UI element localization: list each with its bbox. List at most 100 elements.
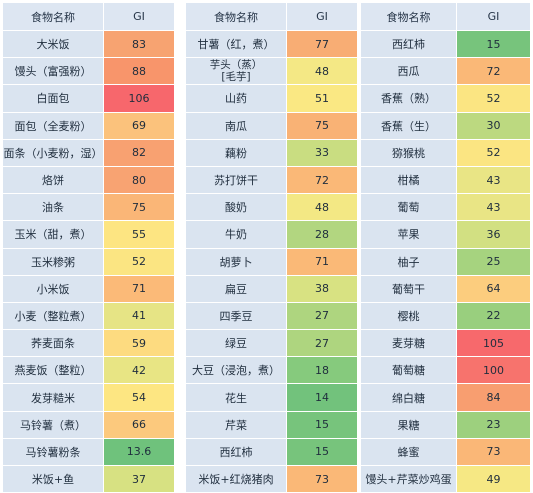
header-row: 食物名称 GI xyxy=(2,2,175,31)
table-row: 葡萄干 64 xyxy=(360,274,531,303)
gi-value-cell: 38 xyxy=(286,274,358,303)
gi-value-cell: 72 xyxy=(286,165,358,195)
table-row: 马铃薯（煮） 66 xyxy=(2,410,175,439)
table-row: 香蕉（生） 30 xyxy=(360,111,531,140)
food-name-cell: 山药 xyxy=(185,84,287,113)
table-row: 苹果 36 xyxy=(360,220,531,249)
food-name-cell: 荞麦面条 xyxy=(2,329,104,358)
food-name-cell: 香蕉（熟） xyxy=(360,84,457,113)
food-name-cell: 花生 xyxy=(185,383,287,412)
food-name-cell: 绿豆 xyxy=(185,329,287,358)
table-row: 藕粉 33 xyxy=(185,138,358,167)
gi-value-cell: 100 xyxy=(456,356,531,385)
gi-value-cell: 15 xyxy=(286,410,358,439)
gi-value-cell: 66 xyxy=(103,410,175,439)
gi-value-cell: 25 xyxy=(456,247,531,276)
food-name-cell: 马铃薯粉条 xyxy=(2,437,104,467)
gi-value-cell: 52 xyxy=(456,84,531,113)
table-row: 小米饭 71 xyxy=(2,274,175,303)
table-row: 酸奶 48 xyxy=(185,193,358,222)
gi-value-cell: 55 xyxy=(103,220,175,249)
food-name-cell: 四季豆 xyxy=(185,301,287,331)
food-name-cell: 燕麦饭（整粒） xyxy=(2,356,104,385)
table-row: 果糖 23 xyxy=(360,410,531,439)
table-row: 芋头（蒸） [毛芋] 48 xyxy=(185,57,358,86)
table-row: 大豆（浸泡，煮） 18 xyxy=(185,356,358,385)
food-name-cell: 玉米糁粥 xyxy=(2,247,104,276)
table-row: 西红柿 15 xyxy=(360,29,531,59)
gi-value-cell: 75 xyxy=(286,111,358,140)
gi-value-cell: 27 xyxy=(286,301,358,331)
food-name-cell: 油条 xyxy=(2,193,104,222)
gi-value-cell: 52 xyxy=(456,138,531,167)
table-row: 猕猴桃 52 xyxy=(360,138,531,167)
gi-value-cell: 59 xyxy=(103,329,175,358)
gi-value-cell: 48 xyxy=(286,193,358,222)
food-name-cell: 西红柿 xyxy=(360,29,457,59)
food-name-cell: 猕猴桃 xyxy=(360,138,457,167)
gi-value-cell: 75 xyxy=(103,193,175,222)
gi-table-middle: 食物名称 GI 甘薯（红，煮） 77 芋头（蒸） [毛芋] 48 山药 51 南瓜 75 藕粉 33… xyxy=(185,2,358,493)
table-row: 玉米糁粥 52 xyxy=(2,247,175,276)
food-name-cell: 小米饭 xyxy=(2,274,104,303)
food-name-cell: 芹菜 xyxy=(185,410,287,439)
gi-value-cell: 15 xyxy=(286,437,358,467)
gi-value-cell: 64 xyxy=(456,274,531,303)
food-name-cell: 大豆（浸泡，煮） xyxy=(185,356,287,385)
table-row: 南瓜 75 xyxy=(185,111,358,140)
gi-value-cell: 106 xyxy=(103,84,175,113)
table-row: 绵白糖 84 xyxy=(360,383,531,412)
gi-value-cell: 42 xyxy=(103,356,175,385)
food-name-cell: 扁豆 xyxy=(185,274,287,303)
table-row: 米饭+鱼 37 xyxy=(2,464,175,493)
gi-value-cell: 13.6 xyxy=(103,437,175,467)
table-row: 葡萄 43 xyxy=(360,193,531,222)
gi-value-cell: 28 xyxy=(286,220,358,249)
table-row: 苏打饼干 72 xyxy=(185,165,358,195)
food-name-cell: 麦芽糖 xyxy=(360,329,457,358)
gi-value-cell: 37 xyxy=(103,464,175,493)
food-name-cell: 果糖 xyxy=(360,410,457,439)
gi-value-cell: 14 xyxy=(286,383,358,412)
table-row: 樱桃 22 xyxy=(360,301,531,331)
table-row: 四季豆 27 xyxy=(185,301,358,331)
table-row: 白面包 106 xyxy=(2,84,175,113)
food-name-cell: 米饭+红烧猪肉 xyxy=(185,464,287,493)
gi-value-cell: 80 xyxy=(103,165,175,195)
table-row: 马铃薯粉条 13.6 xyxy=(2,437,175,467)
gi-value-cell: 73 xyxy=(286,464,358,493)
food-name-cell: 蜂蜜 xyxy=(360,437,457,467)
food-name-cell: 葡萄 xyxy=(360,193,457,222)
gi-value-cell: 77 xyxy=(286,29,358,59)
header-row: 食物名称 GI xyxy=(185,2,358,31)
table-row: 柚子 25 xyxy=(360,247,531,276)
table-row: 牛奶 28 xyxy=(185,220,358,249)
food-name-cell: 牛奶 xyxy=(185,220,287,249)
gi-value-cell: 15 xyxy=(456,29,531,59)
food-name-cell: 西红柿 xyxy=(185,437,287,467)
table-row: 甘薯（红，煮） 77 xyxy=(185,29,358,59)
food-name-cell: 柑橘 xyxy=(360,165,457,195)
food-name-cell: 烙饼 xyxy=(2,165,104,195)
table-row: 胡萝卜 71 xyxy=(185,247,358,276)
food-name-cell: 胡萝卜 xyxy=(185,247,287,276)
table-row: 面包（全麦粉） 69 xyxy=(2,111,175,140)
food-name-cell: 马铃薯（煮） xyxy=(2,410,104,439)
gi-value-cell: 18 xyxy=(286,356,358,385)
gi-value-cell: 71 xyxy=(103,274,175,303)
food-name-cell: 馒头（富强粉） xyxy=(2,57,104,86)
table-row: 绿豆 27 xyxy=(185,329,358,358)
food-name-cell: 馒头+芹菜炒鸡蛋 xyxy=(360,464,457,493)
header-gi: GI xyxy=(103,2,175,31)
gi-value-cell: 51 xyxy=(286,84,358,113)
table-row: 麦芽糖 105 xyxy=(360,329,531,358)
table-row: 荞麦面条 59 xyxy=(2,329,175,358)
food-name-cell: 葡萄糖 xyxy=(360,356,457,385)
food-name-cell: 藕粉 xyxy=(185,138,287,167)
gi-value-cell: 23 xyxy=(456,410,531,439)
gi-value-cell: 49 xyxy=(456,464,531,493)
food-name-cell: 玉米（甜，煮） xyxy=(2,220,104,249)
food-name-cell: 葡萄干 xyxy=(360,274,457,303)
gi-value-cell: 72 xyxy=(456,57,531,86)
